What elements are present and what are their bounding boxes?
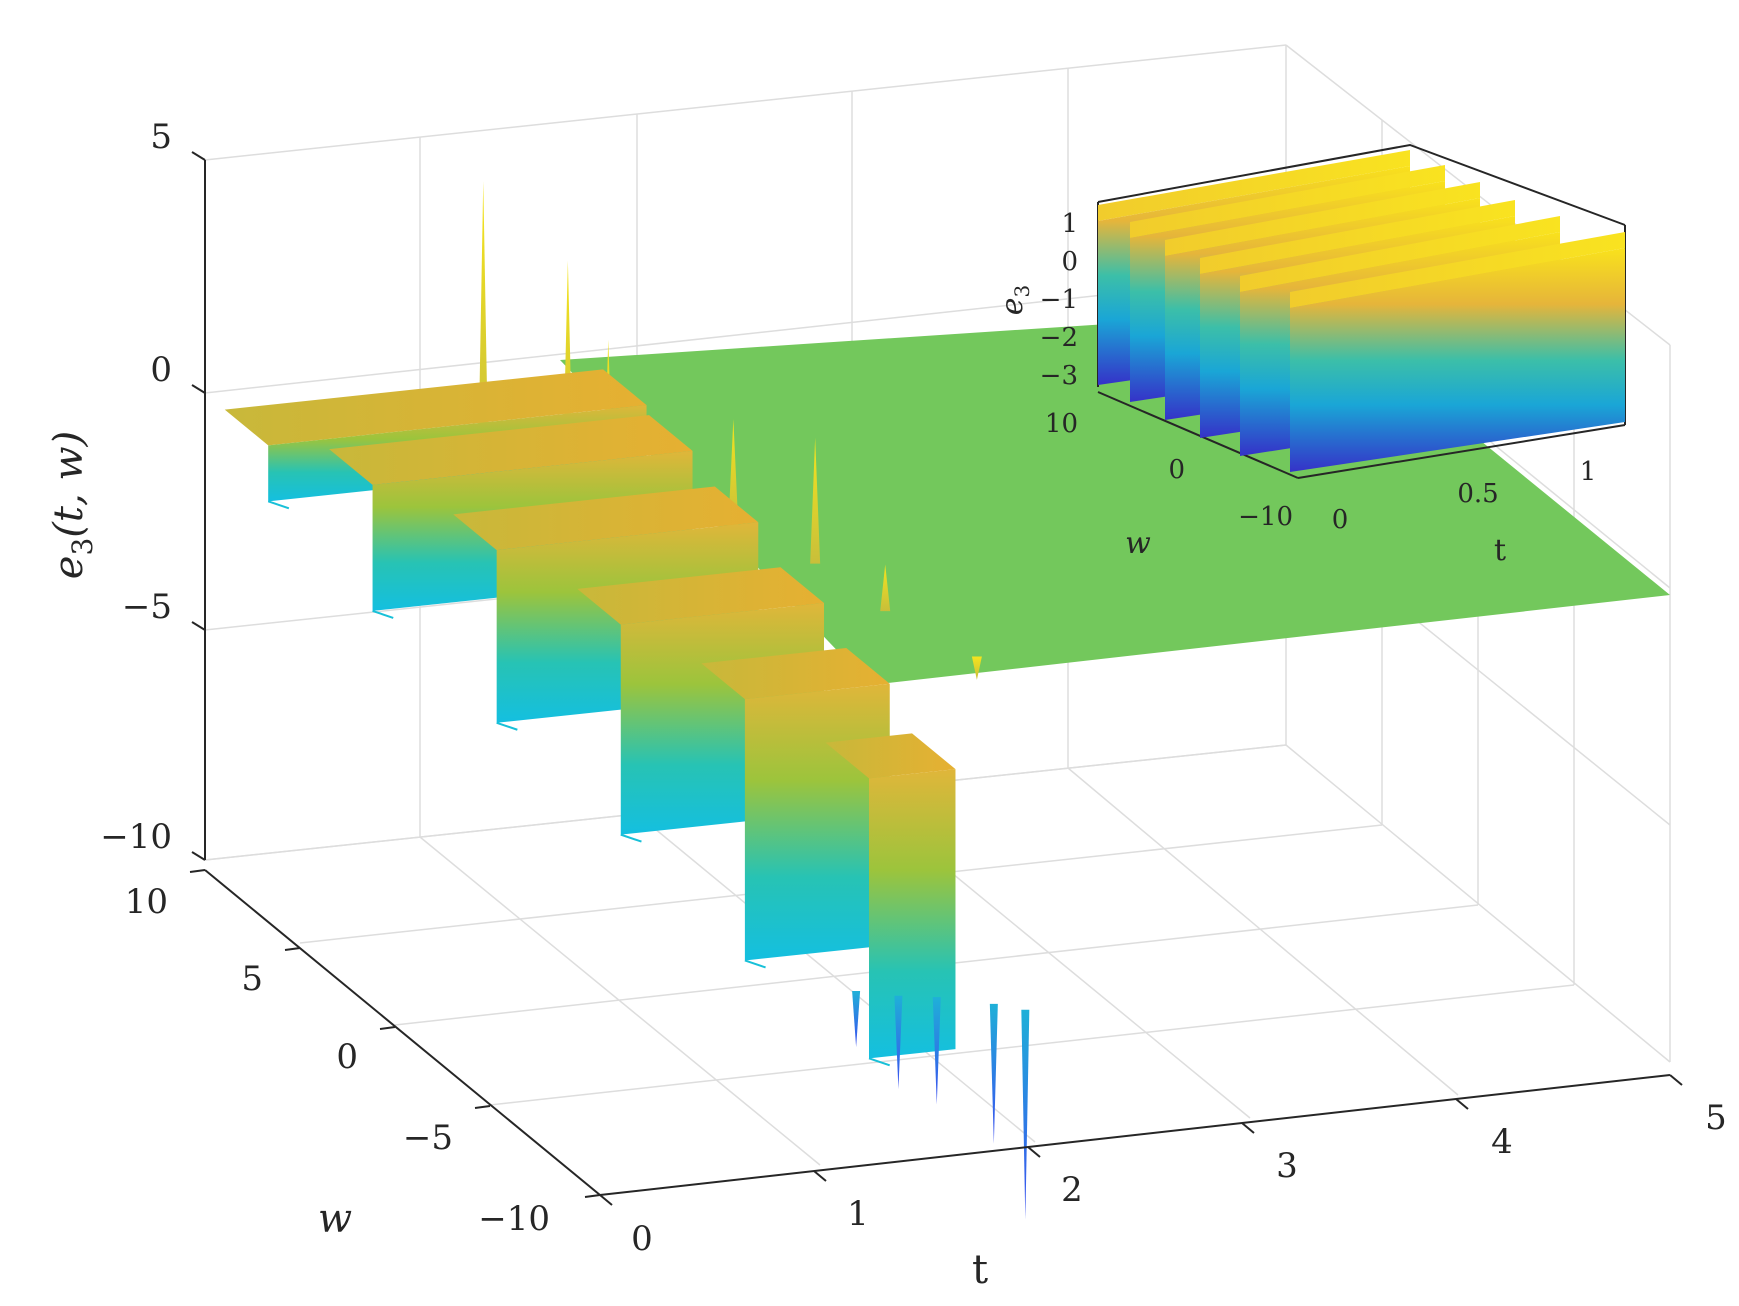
z-tick-label: 5: [150, 117, 172, 157]
ridge-top: [329, 415, 693, 485]
t-axis-label: t: [972, 1247, 988, 1293]
inset-t-axis-label: t: [1494, 533, 1506, 568]
t-tick-label: 2: [1061, 1170, 1083, 1210]
inset-z-tick-label: −3: [1040, 361, 1078, 391]
inset-z-tick-label: −1: [1040, 285, 1078, 315]
inset-ridges: [1098, 150, 1625, 472]
ridges: [224, 369, 956, 1067]
inset-t-tick-label: 0: [1332, 505, 1349, 535]
w-tick-label: 5: [241, 959, 263, 999]
ridge-face: [744, 683, 890, 961]
ridge-top: [701, 647, 890, 700]
inset-t-tick-label: 1: [1580, 457, 1597, 487]
z-tick-label: −10: [100, 817, 172, 857]
t-tick-label: 5: [1705, 1098, 1727, 1138]
inset-z-tick-label: 1: [1061, 209, 1078, 239]
inset-z-tick-label: 0: [1061, 247, 1078, 277]
ridge-top: [224, 369, 647, 446]
inset-w-tick-label: −10: [1238, 502, 1293, 532]
z-tick-label: −5: [122, 587, 172, 627]
w-axis-label: w: [318, 1196, 352, 1242]
ridge-top: [577, 567, 825, 625]
z-axis-label: e3(t, w): [46, 431, 99, 579]
ridge-edge: [868, 1057, 891, 1067]
ridge-edge: [744, 959, 766, 969]
ridge-edge: [496, 721, 518, 731]
t-axis-line: [599, 1074, 1671, 1196]
spike-up: [880, 564, 891, 612]
inset-ridge-face: [1290, 248, 1625, 472]
inset-ridge-top: [1130, 165, 1445, 238]
spike-up: [971, 656, 982, 680]
spike-down: [1021, 1009, 1030, 1220]
spike-up: [810, 437, 821, 564]
spike-up: [728, 419, 739, 527]
axes: [189, 151, 1683, 1206]
t-tick-label: 0: [631, 1219, 653, 1259]
ridge-edge: [267, 500, 290, 510]
w-axis-line: [204, 869, 601, 1196]
inset-ridge-top: [1200, 200, 1515, 274]
inset-t-tick-label: 0.5: [1457, 479, 1498, 509]
ridge-top: [453, 486, 759, 551]
w-tick-label: 10: [125, 882, 168, 922]
inset-w-axis-label: w: [1125, 526, 1151, 561]
inset-z-tick-label: −2: [1040, 323, 1078, 353]
inset-ridge-top: [1165, 182, 1480, 256]
ridge-face: [869, 769, 956, 1059]
w-tick-label: −10: [478, 1199, 550, 1239]
z-tick-label: 0: [150, 350, 172, 390]
inset-z-axis-label: e3: [995, 285, 1034, 316]
inset-ridge-top: [1240, 216, 1560, 292]
w-tick-label: −5: [403, 1118, 453, 1158]
ridge-edge: [372, 609, 394, 619]
ridge-top: [825, 733, 956, 779]
inset-w-tick-label: 10: [1045, 409, 1078, 439]
spike-down: [932, 997, 941, 1105]
inset-ridge-top: [1290, 232, 1625, 308]
inset-w-tick-label: 0: [1168, 455, 1185, 485]
w-tick-label: 0: [336, 1037, 358, 1077]
spikes-down: [852, 991, 1030, 1220]
inset-ridge-top: [1098, 150, 1410, 221]
t-tick-label: 3: [1276, 1146, 1298, 1186]
t-tick-label: 4: [1491, 1122, 1513, 1162]
inset-plot: 1 0 −1 −2 −3 10 0 −10 0 0.5 1 e3 w t: [995, 143, 1626, 568]
spike-down: [852, 991, 861, 1048]
t-tick-label: 1: [847, 1194, 869, 1234]
spike-down: [894, 995, 903, 1090]
ridge-edge: [620, 833, 642, 843]
spike-down: [989, 1003, 998, 1144]
